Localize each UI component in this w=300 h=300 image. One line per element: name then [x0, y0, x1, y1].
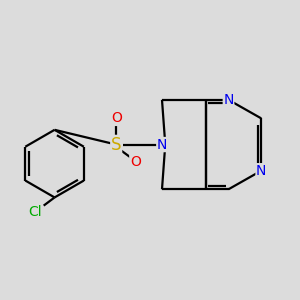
- Text: N: N: [256, 164, 266, 178]
- Text: N: N: [223, 93, 234, 107]
- Text: O: O: [111, 111, 122, 125]
- Text: Cl: Cl: [29, 205, 42, 219]
- Text: S: S: [111, 136, 122, 154]
- Text: O: O: [130, 155, 141, 169]
- Text: N: N: [157, 137, 167, 152]
